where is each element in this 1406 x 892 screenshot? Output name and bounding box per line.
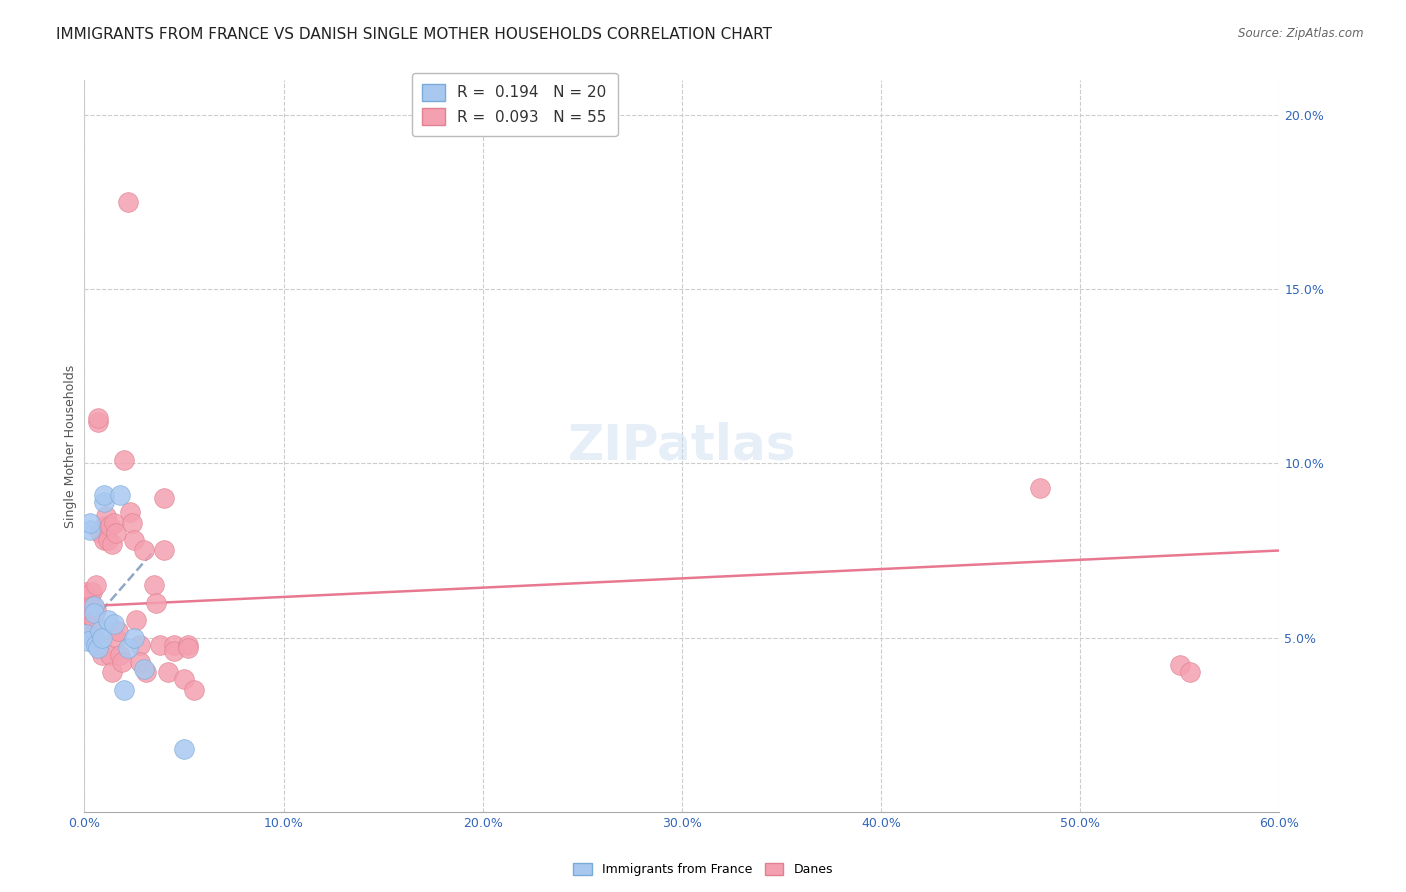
Point (122, 533, 145, 547)
Point (105, 526, 128, 541)
Point (86, 638, 108, 652)
Point (125, 613, 148, 627)
Point (77, 606, 100, 620)
Point (82, 599, 104, 614)
Point (83, 606, 105, 620)
Point (1168, 658, 1191, 673)
Point (75, 585, 97, 599)
Point (91, 648, 114, 662)
Point (101, 536, 124, 550)
Point (91, 631, 114, 645)
Point (82, 585, 104, 599)
Point (132, 662, 156, 676)
Point (110, 488, 132, 502)
Text: IMMIGRANTS FROM FRANCE VS DANISH SINGLE MOTHER HOUSEHOLDS CORRELATION CHART: IMMIGRANTS FROM FRANCE VS DANISH SINGLE … (56, 27, 772, 42)
Point (163, 638, 186, 652)
Point (97, 613, 120, 627)
Point (93, 533, 115, 547)
Point (110, 648, 132, 662)
Point (173, 673, 195, 687)
Point (132, 543, 156, 558)
Point (79, 624, 101, 638)
Text: Source: ZipAtlas.com: Source: ZipAtlas.com (1239, 27, 1364, 40)
Point (143, 578, 166, 592)
Point (83, 631, 105, 645)
Point (163, 644, 186, 658)
Point (135, 665, 157, 680)
Point (79, 523, 101, 537)
Point (86, 578, 108, 592)
Point (153, 543, 176, 558)
Point (173, 742, 195, 756)
Point (93, 494, 115, 508)
Point (112, 453, 135, 467)
Point (101, 665, 124, 680)
Point (77, 634, 100, 648)
Point (87, 411, 110, 425)
Point (83, 599, 105, 614)
Point (153, 491, 176, 506)
Point (145, 596, 167, 610)
Point (98, 648, 121, 662)
Point (117, 195, 139, 210)
Point (1029, 481, 1052, 495)
Point (111, 655, 134, 669)
Point (121, 516, 143, 530)
Point (117, 640, 139, 655)
Point (79, 592, 101, 607)
Point (96, 508, 118, 523)
Point (157, 665, 180, 680)
Point (97, 533, 120, 547)
Point (75, 596, 97, 610)
Text: ZIPatlas: ZIPatlas (568, 422, 796, 470)
Y-axis label: Single Mother Households: Single Mother Households (65, 364, 77, 528)
Point (1178, 665, 1201, 680)
Legend: R =  0.194   N = 20, R =  0.093   N = 55: R = 0.194 N = 20, R = 0.093 N = 55 (412, 73, 617, 136)
Point (149, 638, 172, 652)
Point (93, 488, 115, 502)
Point (129, 638, 152, 652)
Point (120, 505, 142, 519)
Point (83, 613, 105, 627)
Point (86, 603, 108, 617)
Point (89, 624, 111, 638)
Point (177, 638, 200, 652)
Point (105, 631, 128, 645)
Legend: Immigrants from France, Danes: Immigrants from France, Danes (568, 858, 838, 881)
Point (129, 655, 152, 669)
Point (98, 519, 121, 533)
Point (93, 519, 115, 533)
Point (103, 516, 125, 530)
Point (122, 631, 145, 645)
Point (103, 616, 125, 631)
Point (177, 640, 200, 655)
Point (87, 415, 110, 429)
Point (89, 526, 111, 541)
Point (107, 624, 129, 638)
Point (79, 516, 101, 530)
Point (77, 613, 100, 627)
Point (87, 640, 110, 655)
Point (75, 627, 97, 641)
Point (183, 682, 205, 697)
Point (112, 682, 135, 697)
